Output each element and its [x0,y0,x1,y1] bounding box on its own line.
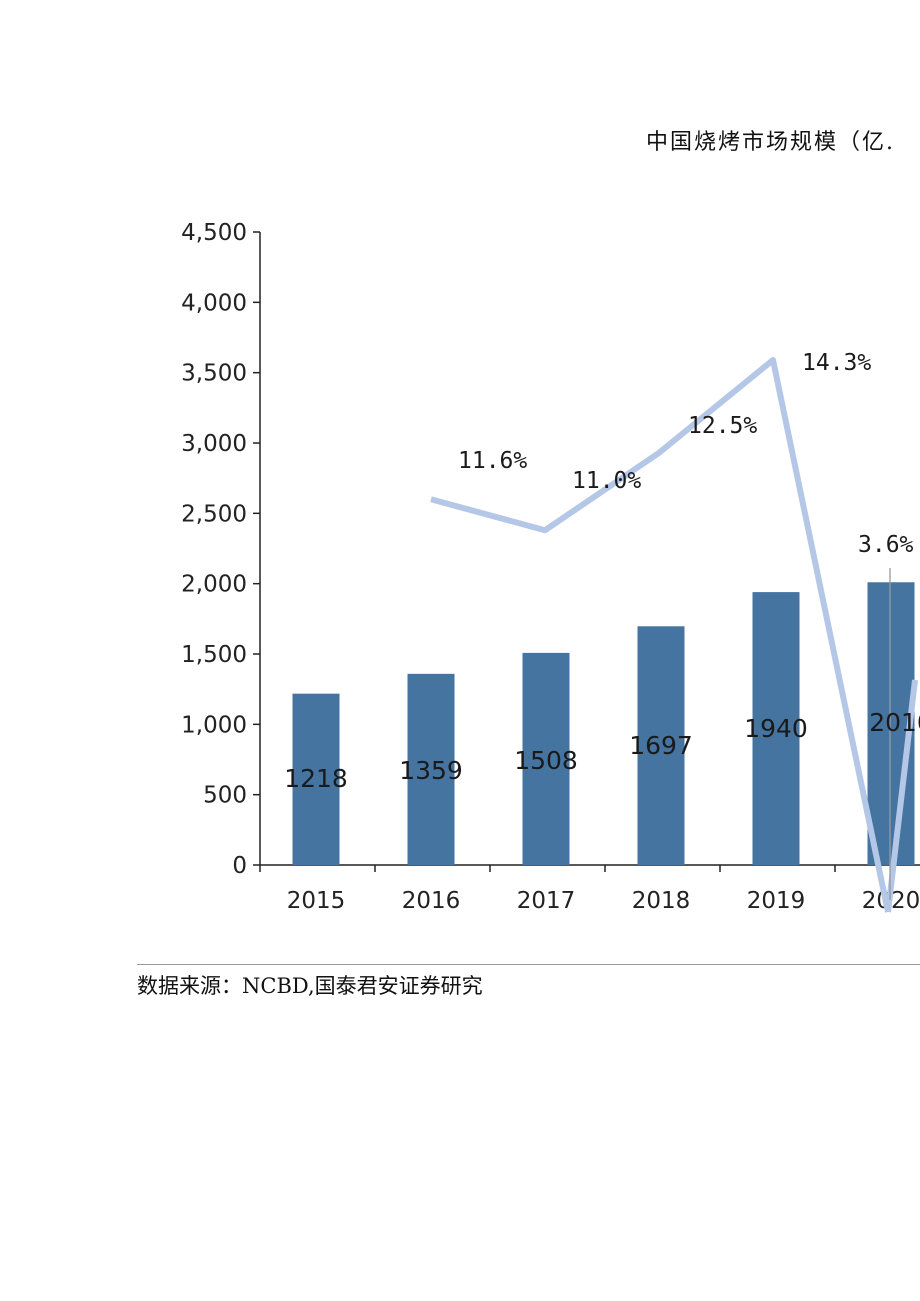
bar-value-label: 1940 [744,714,808,743]
y-tick-label: 2,000 [181,572,247,598]
y-tick-label: 3,000 [181,431,247,457]
y-tick-label: 3,500 [181,361,247,387]
source-note: 数据来源：NCBD,国泰君安证券研究 [137,974,483,998]
x-tick-label: 2017 [517,888,576,914]
x-tick-label: 2018 [632,888,691,914]
growth-rate-labels: 11.6% 11.0% 12.5% 14.3% 3.6% [458,350,914,558]
y-tick-label: 500 [203,783,247,809]
bar-value-label: 1508 [514,746,578,775]
bar-series [292,582,915,865]
bar-value-label: 1359 [399,756,463,785]
bar [407,673,455,865]
growth-line-continuation [885,679,918,913]
y-axis: 0 500 1,000 1,500 2,000 2,500 3,000 3,500 4,000 4… [181,220,261,879]
bar [867,582,915,865]
x-tick-label: 2016 [402,888,461,914]
bar [752,592,800,865]
growth-label: 11.0% [572,468,641,494]
growth-label: 11.6% [458,448,527,474]
source-divider [137,964,920,965]
x-tick-label: 2015 [287,888,346,914]
bar-value-labels: 1218 1359 1508 1697 1940 2010 [284,708,920,793]
bar-value-label: 1697 [629,731,693,760]
bar [292,693,340,865]
growth-line [430,357,891,913]
growth-label: 14.3% [802,350,871,376]
growth-label: 3.6% [858,532,914,558]
y-tick-label: 4,000 [181,290,247,316]
x-tick-label: 2019 [747,888,806,914]
bar [522,652,570,865]
growth-label: 12.5% [688,413,757,439]
x-axis: 2015 2016 2017 2018 2019 2020 [259,864,920,914]
chart-title: 中国烧烤市场规模（亿. [646,130,895,155]
growth-line-series [430,357,918,913]
bar-value-label: 2010 [869,708,920,737]
y-tick-label: 4,500 [181,220,247,246]
y-tick-label: 0 [232,853,247,879]
bar [637,626,685,865]
y-tick-label: 1,000 [181,712,247,738]
bar-value-label: 1218 [284,764,348,793]
y-tick-label: 1,500 [181,642,247,668]
bar-line-chart: 0 500 1,000 1,500 2,000 2,500 3,000 3,500 4,000 4… [181,220,920,914]
y-tick-label: 2,500 [181,501,247,527]
